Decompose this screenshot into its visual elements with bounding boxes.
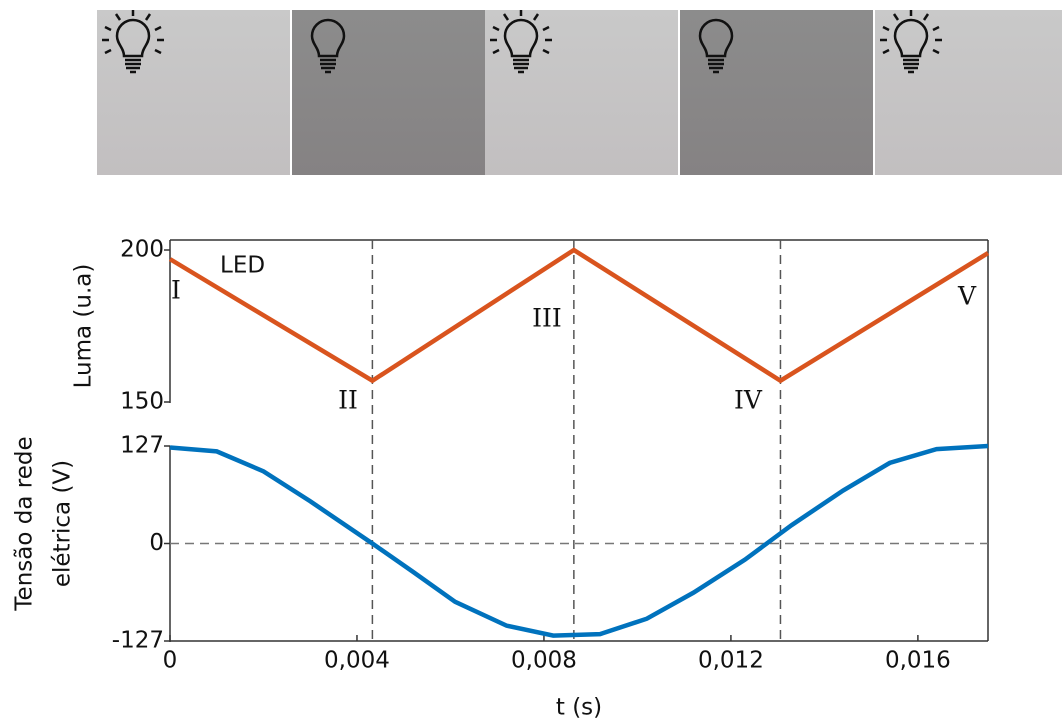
line-series	[170, 446, 988, 636]
photo-frame	[680, 10, 873, 175]
y-tick-label: 200	[120, 237, 164, 263]
line-series	[170, 250, 988, 381]
y-axis-label: elétrica (V)	[50, 460, 76, 587]
y-tick-label: 127	[120, 433, 164, 459]
y-tick-label: -127	[112, 628, 164, 654]
photo-frame	[485, 10, 678, 175]
x-tick-label: 0,008	[511, 648, 577, 674]
figure: 150200Luma (u.a)LEDIIIIIIIVV-1270127Tens…	[0, 0, 1062, 724]
y-tick-label: 150	[120, 389, 164, 415]
annotation: I	[171, 276, 181, 305]
x-tick-label: 0,004	[324, 648, 390, 674]
annotation: IV	[734, 386, 763, 415]
y-axis-label: Luma (u.a)	[71, 264, 97, 389]
series-label: LED	[220, 253, 265, 279]
annotation: V	[957, 282, 977, 311]
photo-strip	[97, 10, 1062, 175]
photo-frame	[292, 10, 485, 175]
annotation: III	[532, 304, 562, 333]
x-tick-label: 0,012	[698, 648, 764, 674]
photo-frame	[97, 10, 290, 175]
x-axis-label: t (s)	[556, 695, 602, 721]
y-axis-label: Tensão da rede	[12, 436, 38, 611]
annotation: II	[338, 386, 358, 415]
x-tick-label: 0,016	[885, 648, 951, 674]
x-tick-label: 0	[163, 648, 178, 674]
y-tick-label: 0	[149, 530, 164, 556]
photo-frame	[875, 10, 1062, 175]
